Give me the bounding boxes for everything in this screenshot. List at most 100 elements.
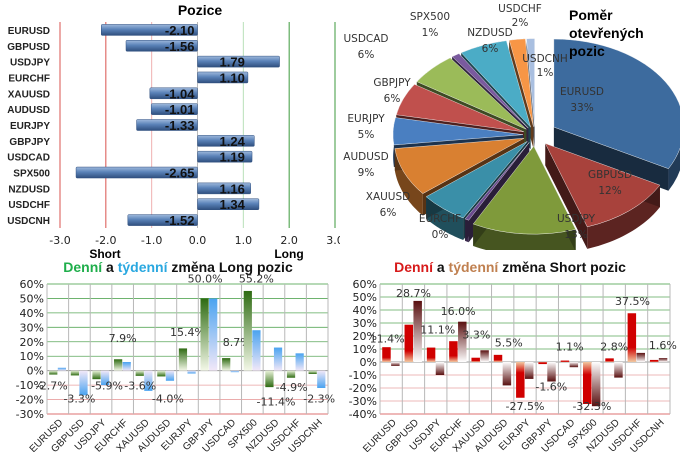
pie-slice-usdjpy (472, 145, 576, 250)
daily-change-bar (243, 290, 252, 371)
y-tick-label: 0% (27, 365, 44, 378)
position-value-label: -1.56 (165, 39, 195, 54)
daily-change-bar (493, 354, 503, 362)
position-bar (125, 40, 198, 52)
daily-change-data-label: 1.1% (556, 340, 584, 353)
daily-change-bar (538, 362, 547, 365)
daily-change-bar (404, 324, 414, 362)
position-category-label: USDJPY (10, 58, 50, 69)
position-value-label: -2.10 (165, 23, 195, 38)
x-tick-label: 0.0 (189, 234, 207, 247)
daily-change-bar (308, 370, 317, 374)
position-value-label: 1.34 (220, 197, 246, 212)
position-category-label: GBPJPY (9, 137, 50, 148)
short-title-part-2: a (433, 259, 449, 275)
position-bar (150, 103, 198, 115)
weekly-change-bar (591, 362, 601, 407)
position-value-label: 1.24 (220, 134, 246, 149)
weekly-change-bar (144, 370, 153, 391)
position-category-label: XAUUSD (8, 89, 50, 100)
position-value-label: -1.33 (165, 118, 195, 133)
pie-slice-top (472, 145, 576, 235)
daily-change-bar (157, 370, 166, 377)
y-tick-label: 0% (360, 356, 377, 369)
y-tick-label: -30% (16, 408, 44, 421)
daily-change-data-label: 5.5% (495, 336, 523, 349)
pie-percent-label: 5% (358, 129, 375, 141)
position-category-label: EURUSD (8, 26, 50, 37)
y-tick-label: -20% (16, 394, 44, 407)
daily-change-bar (265, 370, 274, 388)
y-tick-label: 50% (20, 292, 44, 305)
x-tick-label: -1.0 (141, 234, 162, 247)
weekly-change-bar (413, 300, 422, 362)
short-title-part-1: Denní (394, 259, 434, 275)
weekly-change-bar (569, 362, 579, 368)
position-value-label: -1.01 (165, 102, 195, 117)
short-title-part-3: týdenní (449, 259, 500, 275)
x-tick-label: -2.0 (95, 234, 116, 247)
y-tick-label: 20% (353, 330, 377, 343)
y-tick-label: 20% (20, 336, 44, 349)
position-category-label: USDCNH (7, 216, 50, 227)
daily-change-bar (471, 357, 480, 362)
weekly-change-bar (187, 370, 196, 374)
daily-change-data-label: 55.2% (239, 273, 274, 286)
weekly-change-bar (614, 362, 623, 378)
position-value-label: 1.19 (220, 150, 245, 165)
daily-change-data-label: -2.7% (36, 379, 68, 392)
position-bar (136, 119, 198, 131)
pie-label: EURCHF (419, 213, 461, 225)
x-tick-label: 3.0 (326, 234, 340, 247)
daily-change-bar (583, 362, 592, 404)
position-value-label: 1.16 (220, 181, 245, 196)
daily-change-bar (114, 359, 123, 371)
pie-percent-label: 2% (512, 17, 529, 29)
position-bar (197, 71, 249, 84)
long-change-title: Denní a týdenní změna Long pozic (63, 259, 293, 275)
daily-change-bar (605, 358, 614, 362)
y-tick-label: -20% (349, 382, 377, 395)
pie-slice-top (396, 84, 524, 133)
position-bar (75, 166, 198, 179)
position-category-label: EURCHF (8, 73, 50, 84)
pie-percent-label: 9% (358, 167, 375, 179)
short-label: Short (89, 247, 120, 261)
daily-change-data-label: -27.5% (506, 400, 545, 413)
y-tick-label: -10% (349, 369, 377, 382)
pie-title-line-1: Poměr (569, 7, 613, 23)
y-tick-label: 40% (20, 307, 44, 320)
weekly-change-bar (435, 362, 445, 375)
weekly-change-bar (165, 370, 175, 381)
x-tick-label: -3.0 (49, 234, 70, 247)
daily-change-data-label: -3.6% (124, 379, 156, 392)
pie-label: EURUSD (560, 86, 604, 98)
x-tick-label: 2.0 (280, 234, 298, 247)
y-tick-label: -40% (349, 408, 377, 421)
weekly-change-bar (317, 370, 326, 388)
pie-slice-gbpusd (544, 143, 661, 249)
weekly-change-bar (458, 321, 467, 362)
pie-percent-label: 6% (380, 207, 397, 219)
long-title-part-3: týdenní (118, 259, 169, 275)
daily-change-data-label: -2.3% (303, 392, 335, 405)
weekly-change-bar (480, 350, 489, 362)
pie-title-line-3: pozic (569, 43, 605, 59)
daily-change-bar (649, 359, 659, 362)
position-category-label: USDCAD (7, 153, 50, 164)
daily-change-bar (92, 370, 101, 380)
y-tick-label: 30% (353, 317, 377, 330)
weekly-change-bar (273, 347, 283, 371)
daily-change-data-label: 16.0% (441, 305, 476, 318)
position-bar (127, 214, 198, 226)
position-category-label: GBPUSD (7, 42, 50, 53)
daily-change-data-label: 7.9% (109, 332, 137, 345)
position-value-label: -1.52 (165, 213, 195, 228)
pie-slice-side (587, 185, 660, 249)
pie-label: GBPUSD (588, 169, 632, 181)
y-tick-label: 60% (20, 278, 44, 291)
pie-percent-label: 33% (570, 102, 593, 114)
weekly-change-bar (209, 298, 218, 371)
pie-slice-top (464, 142, 530, 221)
daily-change-data-label: 15.4% (170, 326, 205, 339)
